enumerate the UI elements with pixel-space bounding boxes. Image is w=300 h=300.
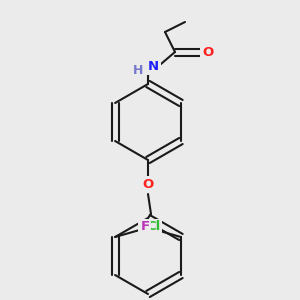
Text: Cl: Cl	[146, 220, 160, 233]
Text: O: O	[202, 46, 214, 59]
Text: H: H	[133, 64, 143, 76]
Text: O: O	[142, 178, 154, 190]
Text: N: N	[147, 61, 159, 74]
Text: F: F	[140, 220, 149, 233]
